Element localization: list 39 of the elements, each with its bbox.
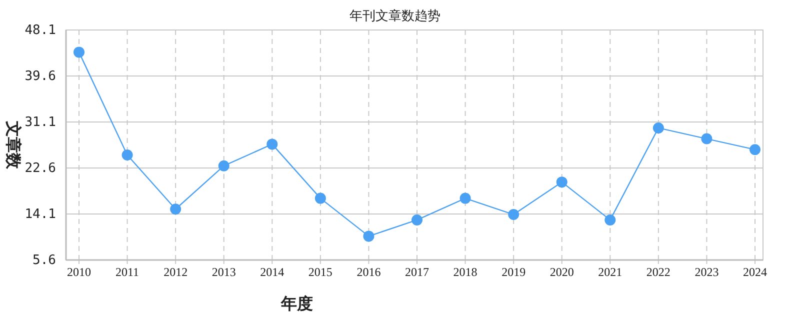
x-tick-label: 2021 [598,265,622,279]
x-tick-label: 2024 [743,265,767,279]
point [170,204,182,215]
point [412,214,422,226]
y-axis-title: 文章数 [4,120,22,170]
x-tick-label: 2014 [260,265,284,279]
x-tick-label: 2011 [116,265,140,279]
x-tick-label: 2020 [550,265,574,279]
point [556,176,568,188]
point [604,214,616,226]
x-tick-label: 2022 [646,265,670,279]
y-tick-label: 31.1 [24,115,56,130]
y-tick-label: 22.6 [24,161,56,176]
y-tick-label: 48.1 [24,23,56,38]
x-tick-label: 2013 [212,265,236,279]
point [314,192,326,204]
x-tick-label: 2018 [453,265,478,279]
x-tick-label: 2017 [405,265,429,279]
point [652,122,664,134]
x-axis-title: 年度 [280,294,313,313]
x-tick-label: 2012 [164,265,188,279]
point [266,138,278,150]
point [750,144,760,156]
point [122,150,133,161]
y-tick-label: 14.1 [24,207,56,222]
x-tick-label: 2023 [694,265,719,279]
point [218,160,230,172]
x-tick-label: 2010 [67,265,91,279]
point [363,230,374,242]
point [508,209,520,220]
chart-title: 年刊文章数趋势 [350,8,440,23]
point [701,133,712,144]
point [460,192,471,204]
y-tick-label: 39.6 [24,69,56,84]
x-tick-label: 2016 [356,265,381,279]
y-tick-label: 5.6 [32,253,56,268]
point [74,46,84,58]
x-tick-label: 2019 [502,265,526,279]
x-tick-label: 2015 [308,265,332,279]
